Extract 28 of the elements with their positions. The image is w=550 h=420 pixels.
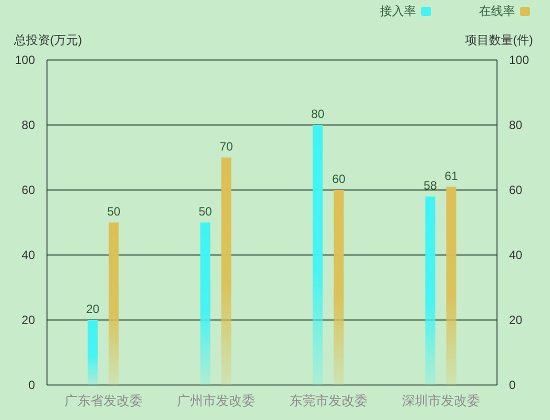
data-label: 70 [220,140,233,154]
y2-tick-label: 20 [509,313,522,327]
data-label: 80 [311,107,324,121]
y-tick-label: 60 [22,183,35,197]
y-tick-label: 100 [14,53,35,67]
legend-label: 在线率 [479,4,515,18]
data-label: 60 [332,172,346,186]
x-tick-label: 东莞市发改委 [289,393,368,408]
x-tick-label: 深圳市发改委 [402,393,480,408]
y2label: 项目数量(件) [465,33,533,47]
y-tick-label: 40 [22,248,35,262]
y2-tick-label: 0 [509,378,516,392]
data-label: 58 [424,178,437,192]
y-tick-label: 0 [28,378,35,392]
data-label: 61 [444,168,458,183]
y2-tick-label: 60 [509,183,522,197]
y-tick-label: 80 [22,118,35,132]
x-tick-label: 广东省发改委 [64,393,142,408]
data-label: 50 [107,204,120,218]
data-label: 20 [86,302,100,316]
x-tick-label: 广州市发改委 [176,393,255,408]
data-label: 50 [198,204,212,218]
y-tick-label: 20 [22,313,35,327]
ylabel: 总投资(万元) [14,33,82,47]
y2-tick-label: 100 [509,53,530,67]
y2-tick-label: 40 [509,248,522,262]
y2-tick-label: 80 [509,118,522,132]
legend-label: 接入率 [380,4,416,18]
